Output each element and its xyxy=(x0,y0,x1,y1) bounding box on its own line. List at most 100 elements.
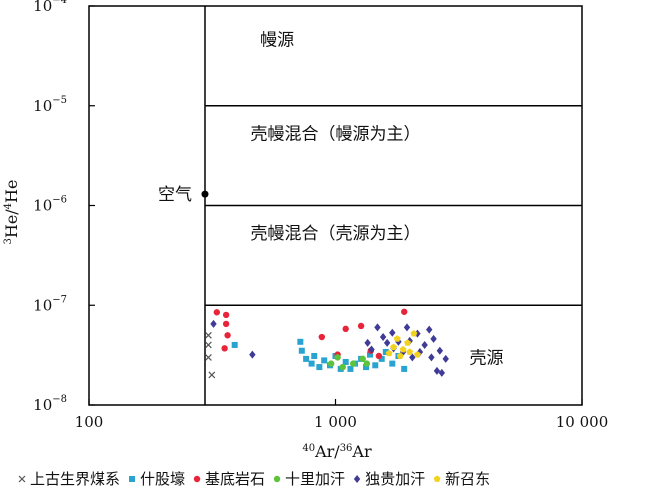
data-point xyxy=(224,332,231,339)
x-stroke xyxy=(204,353,212,361)
data-point xyxy=(359,355,366,363)
data-point xyxy=(385,349,393,357)
legend-label: 新召东 xyxy=(445,470,490,488)
data-point xyxy=(204,341,212,349)
data-point xyxy=(327,360,335,367)
legend-marker xyxy=(433,475,441,482)
data-point xyxy=(221,345,228,352)
data-point xyxy=(393,335,401,342)
data-point xyxy=(389,360,396,367)
data-point xyxy=(382,348,389,355)
y-tick-base: 10 xyxy=(33,197,52,215)
y-tick-label: 10−7 xyxy=(33,294,67,314)
y-label-mid: He/ xyxy=(2,209,21,238)
data-point xyxy=(298,347,305,354)
legend: 上古生界煤系 什股壕 基底岩石 十里加汗 独贵加汗 新召东 xyxy=(18,470,490,488)
y-tick-base: 10 xyxy=(33,296,52,314)
data-point xyxy=(368,345,375,354)
region-boundaries xyxy=(204,6,582,405)
data-point xyxy=(433,366,441,375)
data-point xyxy=(396,352,404,359)
data-point xyxy=(347,365,354,372)
data-point xyxy=(364,338,371,347)
legend-label: 独贵加汗 xyxy=(365,470,425,488)
data-point xyxy=(303,355,310,362)
data-point xyxy=(438,368,446,377)
data-point xyxy=(222,311,230,319)
x-stroke xyxy=(208,371,216,379)
data-point xyxy=(421,340,428,349)
region-label: 壳幔混合（壳源为主） xyxy=(251,224,421,244)
data-points xyxy=(204,308,449,379)
data-point xyxy=(231,341,238,348)
data-point xyxy=(389,328,396,337)
legend-item: 基底岩石 xyxy=(193,470,265,488)
data-point xyxy=(442,354,449,363)
data-point xyxy=(204,331,212,339)
x-stroke xyxy=(204,331,212,339)
data-point xyxy=(213,309,221,316)
y-label-sup-a: 3 xyxy=(3,238,14,244)
legend-label: 十里加汗 xyxy=(285,470,345,488)
data-point xyxy=(350,360,357,367)
data-point xyxy=(403,323,411,332)
y-tick-exponent: −4 xyxy=(52,0,67,6)
data-point xyxy=(406,348,414,355)
data-point xyxy=(308,360,315,367)
data-point xyxy=(436,346,444,355)
y-tick-label: 10−5 xyxy=(33,95,67,115)
data-point xyxy=(342,358,349,365)
data-point xyxy=(379,333,387,342)
legend-item: 上古生界煤系 xyxy=(18,470,120,488)
data-point xyxy=(374,323,381,332)
legend-marker xyxy=(273,475,281,483)
legend-marker xyxy=(18,475,26,483)
y-tick-base: 10 xyxy=(33,97,52,115)
legend-item: 什股壕 xyxy=(129,470,185,488)
legend-label: 基底岩石 xyxy=(205,470,265,488)
data-point xyxy=(410,330,418,337)
y-label-end: He xyxy=(2,180,21,203)
data-point xyxy=(363,360,371,367)
data-point xyxy=(409,353,416,362)
data-point xyxy=(334,354,341,361)
legend-item: 独贵加汗 xyxy=(353,470,425,488)
data-point xyxy=(342,325,349,333)
data-point xyxy=(372,362,379,369)
x-label-sup-b: 36 xyxy=(340,443,353,454)
data-point xyxy=(390,343,397,351)
y-label-sup-b: 4 xyxy=(3,203,14,209)
data-point xyxy=(363,364,370,371)
x-tick-label: 10 000 xyxy=(556,413,609,431)
legend-marker xyxy=(193,475,201,483)
data-point xyxy=(208,371,216,379)
data-point xyxy=(378,355,385,362)
data-point xyxy=(204,353,212,361)
data-point xyxy=(222,320,230,328)
y-tick-label: 10−4 xyxy=(33,0,67,15)
data-point xyxy=(399,345,407,353)
data-point xyxy=(316,364,323,371)
data-point xyxy=(401,308,408,315)
y-tick-label: 10−6 xyxy=(33,195,67,215)
data-point xyxy=(383,338,391,347)
air-marker: 空气 xyxy=(158,185,209,205)
x-tick-label: 100 xyxy=(75,413,104,431)
legend-item: 十里加汗 xyxy=(273,470,345,488)
data-point xyxy=(357,322,365,330)
data-point xyxy=(404,339,411,346)
data-point xyxy=(297,338,304,345)
legend-marker xyxy=(129,476,136,482)
y-tick-exponent: −7 xyxy=(52,294,67,305)
legend-item: 新召东 xyxy=(433,470,490,488)
region-label: 幔源 xyxy=(260,31,294,51)
legend-marker xyxy=(353,475,361,483)
x-label-end: Ar xyxy=(351,442,372,461)
y-tick-exponent: −5 xyxy=(52,95,67,106)
data-point xyxy=(210,319,217,328)
data-point xyxy=(428,353,435,362)
data-point xyxy=(426,325,433,334)
